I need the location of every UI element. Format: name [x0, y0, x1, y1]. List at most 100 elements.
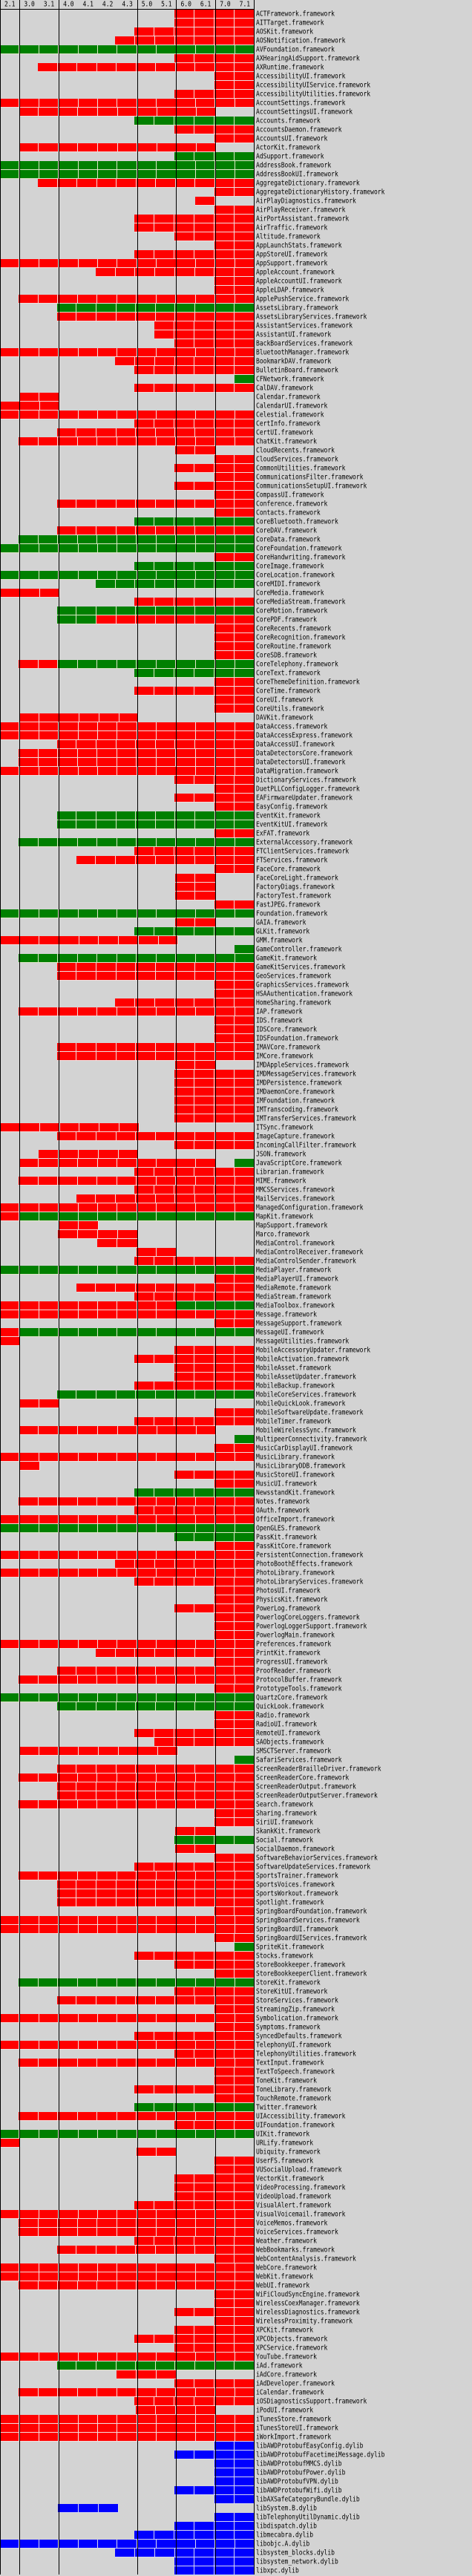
- framework-name: AccessibilityUI.framework: [256, 72, 346, 80]
- framework-row: StoreServices.framework: [0, 1996, 472, 2005]
- availability-cell-absent: [0, 295, 19, 304]
- availability-cell-public: [97, 1266, 118, 1275]
- availability-cell-absent: [196, 2139, 215, 2148]
- availability-cells: [0, 1382, 255, 1390]
- availability-cells: [0, 10, 255, 19]
- framework-row: GameKit.framework: [0, 954, 472, 963]
- availability-cell-private: [194, 366, 215, 375]
- availability-cell-absent: [137, 2317, 156, 2326]
- availability-cell-public: [215, 170, 235, 179]
- availability-cell-absent: [0, 713, 19, 722]
- availability-cell-absent: [194, 2005, 214, 2014]
- availability-cell-absent: [156, 2165, 175, 2174]
- framework-name: CommunicationsSetupUI.framework: [256, 482, 367, 490]
- availability-cell-private: [117, 2415, 137, 2424]
- availability-cell-private: [195, 2281, 216, 2290]
- availability-cell-absent: [0, 2174, 19, 2183]
- availability-cell-absent: [118, 2139, 137, 2148]
- availability-cell-absent: [58, 2397, 77, 2406]
- availability-cell-private: [97, 1497, 117, 1506]
- availability-cell-absent: [0, 1034, 19, 1043]
- framework-row: PowerlogCoreLoggers.framework: [0, 1613, 472, 1622]
- availability-cell-public: [234, 1836, 255, 1845]
- availability-cell-absent: [59, 446, 78, 455]
- availability-cell-absent: [117, 1319, 136, 1328]
- availability-cell-private: [175, 1782, 196, 1791]
- availability-cell-public: [176, 1328, 196, 1337]
- availability-cell-public: [39, 2130, 59, 2139]
- availability-cell-public: [39, 1524, 59, 1533]
- availability-cell-absent: [194, 241, 214, 250]
- availability-cells: [0, 1310, 255, 1319]
- framework-row: TextInput.framework: [0, 2059, 472, 2067]
- availability-cell-absent: [156, 2076, 175, 2085]
- availability-cell-absent: [19, 179, 39, 188]
- availability-cell-private: [116, 615, 137, 624]
- availability-cell-absent: [19, 1586, 39, 1595]
- availability-cell-public: [38, 535, 59, 544]
- availability-cell-absent: [194, 678, 214, 687]
- availability-cells: [0, 1186, 255, 1194]
- availability-cell-absent: [58, 1987, 77, 1996]
- availability-cells: [0, 1284, 255, 1292]
- availability-cells: [0, 2157, 255, 2165]
- availability-cell-absent: [0, 2406, 19, 2415]
- availability-cell-absent: [117, 2094, 136, 2103]
- availability-cell-absent: [194, 1034, 214, 1043]
- availability-cell-absent: [19, 1043, 39, 1052]
- availability-cell-absent: [176, 375, 195, 384]
- availability-cell-public: [59, 2130, 79, 2139]
- availability-cell-absent: [116, 1506, 135, 1515]
- availability-cell-private: [156, 2388, 177, 2397]
- availability-cell-public: [235, 927, 255, 936]
- framework-name: SkankKit.framework: [256, 1827, 321, 1835]
- availability-cell-absent: [19, 927, 39, 936]
- availability-cell-absent: [96, 2326, 116, 2335]
- availability-cell-private: [154, 998, 175, 1007]
- availability-cell-absent: [78, 981, 97, 990]
- availability-cells: [0, 900, 255, 909]
- availability-cell-absent: [19, 687, 39, 696]
- availability-cell-absent: [116, 2192, 135, 2201]
- availability-cell-private: [214, 54, 235, 63]
- availability-cell-private: [59, 1916, 79, 1925]
- availability-cell-absent: [19, 2290, 39, 2299]
- availability-cell-private: [38, 63, 58, 72]
- availability-cell-private: [135, 1649, 156, 1658]
- availability-cells: [0, 63, 255, 72]
- availability-cell-absent: [156, 2290, 175, 2299]
- framework-name: BackBoardServices.framework: [256, 339, 353, 347]
- availability-cells: [0, 1720, 255, 1729]
- availability-cell-absent: [58, 321, 77, 330]
- availability-cell-private: [195, 1203, 216, 1212]
- availability-cell-private: [134, 1257, 155, 1266]
- availability-cell-dylib: [58, 2504, 79, 2513]
- availability-cell-private: [77, 437, 98, 446]
- availability-cell-absent: [0, 945, 19, 954]
- availability-cell-private: [154, 321, 174, 330]
- availability-cell-private: [97, 722, 118, 731]
- availability-cell-private: [235, 1996, 255, 2005]
- framework-row: MediaStream.framework: [0, 1292, 472, 1301]
- availability-cell-absent: [39, 1684, 58, 1693]
- availability-cell-private: [174, 321, 194, 330]
- availability-cell-public: [97, 909, 118, 918]
- availability-cell-private: [235, 1774, 255, 1782]
- availability-cell-absent: [156, 651, 175, 660]
- availability-cell-private: [19, 143, 39, 152]
- availability-cell-absent: [116, 1952, 135, 1961]
- availability-cell-absent: [136, 2050, 155, 2059]
- availability-cell-private: [137, 1159, 157, 1168]
- availability-cell-absent: [216, 1150, 235, 1159]
- framework-name: CoreFoundation.framework: [256, 544, 342, 552]
- framework-row: PowerlogLoggerSupport.framework: [0, 1622, 472, 1631]
- availability-cell-absent: [78, 188, 97, 197]
- availability-cell-absent: [96, 2344, 116, 2353]
- availability-cell-absent: [116, 2344, 135, 2353]
- availability-cell-public: [235, 2103, 255, 2112]
- availability-cell-absent: [116, 2522, 135, 2531]
- availability-cell-dylib: [214, 2451, 235, 2459]
- availability-cells: [0, 2281, 255, 2290]
- availability-cell-private: [174, 1346, 194, 1355]
- availability-cell-absent: [58, 384, 77, 393]
